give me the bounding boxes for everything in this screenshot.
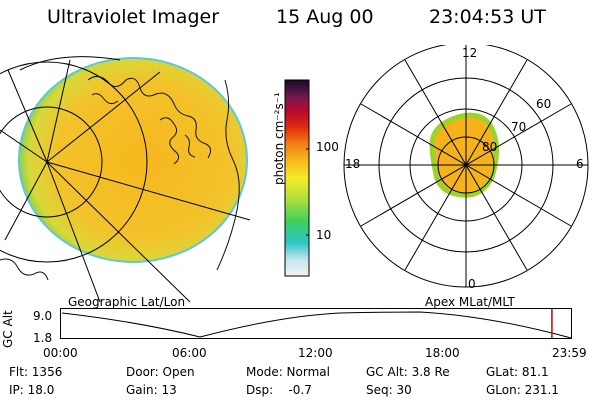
mlat-label-60: 60 <box>536 97 552 111</box>
altitude-ytick-min: 1.8 <box>33 331 53 345</box>
mlt-label-0: 0 <box>468 277 476 291</box>
altitude-ytick-max: 9.0 <box>33 309 53 323</box>
mlt-label-6: 6 <box>576 157 584 171</box>
altitude-plot <box>60 308 572 339</box>
altitude-ylabel: GC Alt <box>1 310 15 348</box>
altitude-xtick-1800: 18:00 <box>425 346 460 360</box>
info-seq: Seq: 30 <box>366 383 412 397</box>
latlon-grid <box>0 56 251 302</box>
app-title: Ultraviolet Imager <box>47 6 220 28</box>
info-mode: Mode: Normal <box>246 365 330 379</box>
colorbar-tick-100: 100 <box>316 140 339 154</box>
coastline <box>87 76 212 165</box>
coastline-west <box>0 79 240 281</box>
altitude-xtick-2359: 23:59 <box>552 346 587 360</box>
colorbar-unit-label: photon cm⁻²s⁻¹ <box>272 92 286 185</box>
info-ip: IP: 18.0 <box>9 383 55 397</box>
altitude-curve <box>61 311 572 339</box>
polar-grid <box>343 45 589 288</box>
info-gc-alt: GC Alt: 3.8 Re <box>366 365 450 379</box>
header-date: 15 Aug 00 <box>276 6 374 28</box>
header-time: 23:04:53 UT <box>429 6 546 28</box>
mlat-label-70: 70 <box>511 120 527 134</box>
geographic-image <box>0 56 251 302</box>
altitude-xtick-0000: 00:00 <box>43 346 78 360</box>
info-dsp: Dsp: -0.7 <box>246 383 312 397</box>
info-glon: GLon: 231.1 <box>486 383 559 397</box>
colorbar <box>284 79 310 277</box>
left-panel-caption: Geographic Lat/Lon <box>68 295 186 309</box>
colorbar-tick-10: 10 <box>316 228 332 242</box>
altitude-xtick-0600: 06:00 <box>172 346 207 360</box>
earth-disk <box>18 57 248 263</box>
info-gain: Gain: 13 <box>126 383 177 397</box>
mlt-label-12: 12 <box>462 46 478 60</box>
right-panel-caption: Apex MLat/MLT <box>425 295 515 309</box>
polar-plot <box>343 45 589 288</box>
info-flt: Flt: 1356 <box>9 365 63 379</box>
info-glat: GLat: 81.1 <box>486 365 549 379</box>
mlt-label-18: 18 <box>345 157 361 171</box>
mlat-label-80: 80 <box>482 140 498 154</box>
info-door: Door: Open <box>126 365 195 379</box>
altitude-xtick-1200: 12:00 <box>298 346 333 360</box>
